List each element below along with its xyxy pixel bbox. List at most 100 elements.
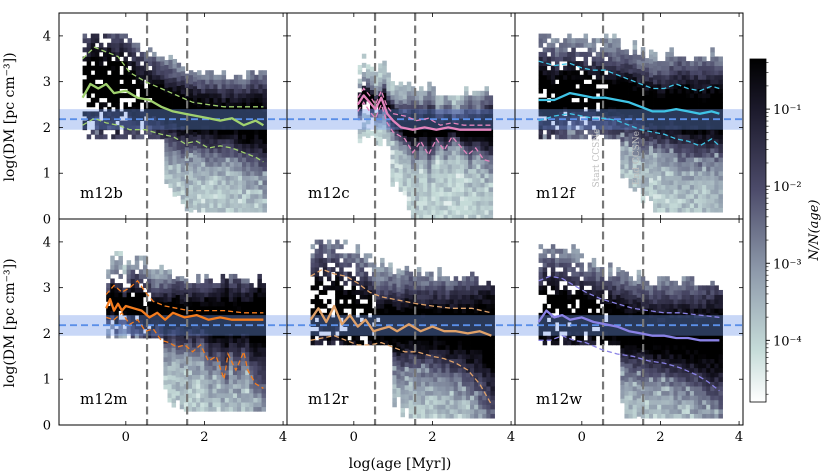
heatmap-cell xyxy=(261,374,267,380)
heatmap-cell xyxy=(425,367,430,373)
heatmap-cell xyxy=(254,83,259,89)
heatmap-cell xyxy=(232,328,238,334)
heatmap-cell xyxy=(232,301,238,307)
heatmap-cell xyxy=(698,207,703,213)
heatmap-cell xyxy=(343,294,348,300)
heatmap-cell xyxy=(453,399,459,405)
heatmap-cell xyxy=(205,148,210,154)
panel-name: m12c xyxy=(308,184,350,202)
heatmap-cell xyxy=(176,99,182,105)
heatmap-cell xyxy=(427,191,432,197)
heatmap-cell xyxy=(245,296,250,302)
heatmap-cell xyxy=(488,196,494,202)
heatmap-cell xyxy=(209,175,214,181)
heatmap-cell xyxy=(414,154,420,160)
heatmap-cell xyxy=(103,83,108,89)
heatmap-cell xyxy=(90,88,96,94)
heatmap-cell xyxy=(361,126,367,132)
heatmap-cell xyxy=(718,88,723,94)
heatmap-cell xyxy=(406,205,412,211)
heatmap-cell xyxy=(314,322,320,327)
heatmap-cell xyxy=(419,205,424,211)
heatmap-cell xyxy=(653,134,658,140)
heatmap-cell xyxy=(86,79,92,85)
heatmap-cell xyxy=(131,42,137,48)
heatmap-cell xyxy=(148,79,153,85)
heatmap-cell xyxy=(390,140,395,146)
heatmap-cell xyxy=(419,209,424,215)
heatmap-cell xyxy=(192,351,197,357)
heatmap-cell xyxy=(237,342,242,348)
heatmap-cell xyxy=(427,99,432,105)
heatmap-cell xyxy=(314,257,320,263)
heatmap-cell xyxy=(702,120,707,126)
heatmap-cell xyxy=(130,315,136,321)
heatmap-cell xyxy=(575,42,580,48)
heatmap-cell xyxy=(718,79,723,85)
heatmap-cell xyxy=(396,318,401,324)
heatmap-cell xyxy=(657,106,662,112)
heatmap-cell xyxy=(257,278,262,284)
heatmap-cell xyxy=(559,83,564,89)
heatmap-cell xyxy=(253,351,258,357)
heatmap-cell xyxy=(420,390,426,396)
heatmap-cell xyxy=(261,351,267,357)
heatmap-cell xyxy=(408,280,414,286)
heatmap-cell xyxy=(579,51,584,57)
heatmap-cell xyxy=(107,65,112,71)
heatmap-cell xyxy=(706,193,711,199)
heatmap-cell xyxy=(168,86,173,92)
heatmap-cell xyxy=(408,358,414,364)
heatmap-cell xyxy=(205,207,210,213)
heatmap-cell xyxy=(205,111,210,117)
heatmap-cell xyxy=(394,144,400,150)
heatmap-cell xyxy=(591,88,597,94)
heatmap-cell xyxy=(431,99,436,105)
heatmap-cell xyxy=(98,70,104,76)
heatmap-cell xyxy=(175,349,181,355)
heatmap-cell xyxy=(322,244,328,250)
heatmap-cell xyxy=(241,333,246,339)
heatmap-cell xyxy=(702,93,707,99)
heatmap-cell xyxy=(390,145,395,151)
heatmap-cell xyxy=(111,70,116,76)
heatmap-cell xyxy=(710,207,715,213)
heatmap-cell xyxy=(242,93,247,99)
heatmap-cell xyxy=(367,335,373,341)
heatmap-cell xyxy=(685,129,691,135)
heatmap-cell xyxy=(103,88,108,94)
heatmap-cell xyxy=(241,370,246,376)
heatmap-cell xyxy=(179,349,185,355)
heatmap-cell xyxy=(196,328,201,334)
heatmap-cell xyxy=(567,42,572,48)
heatmap-cell xyxy=(187,360,193,366)
heatmap-cell xyxy=(245,278,250,284)
heatmap-cell xyxy=(225,184,231,190)
heatmap-cell xyxy=(216,301,222,307)
heatmap-cell xyxy=(554,61,560,67)
heatmap-cell xyxy=(241,356,246,362)
heatmap-cell xyxy=(404,348,410,354)
heatmap-cell xyxy=(216,370,222,376)
heatmap-cell xyxy=(620,118,625,124)
heatmap-cell xyxy=(624,95,629,101)
heatmap-cell xyxy=(612,38,617,44)
heatmap-cell xyxy=(661,189,666,195)
heatmap-cell xyxy=(224,283,230,289)
heatmap-cell xyxy=(138,310,144,316)
heatmap-cell xyxy=(151,328,156,334)
heatmap-cell xyxy=(390,90,395,96)
heatmap-cell xyxy=(632,182,638,188)
heatmap-cell xyxy=(167,324,172,330)
heatmap-cell xyxy=(228,388,234,394)
heatmap-cell xyxy=(591,47,597,53)
heatmap-cell xyxy=(472,164,477,170)
heatmap-cell xyxy=(107,88,112,94)
heatmap-cell xyxy=(151,301,156,307)
heatmap-cell xyxy=(261,328,267,334)
heatmap-cell xyxy=(416,404,422,410)
heatmap-cell xyxy=(416,399,422,405)
heatmap-cell xyxy=(665,157,670,163)
heatmap-cell xyxy=(164,96,169,102)
